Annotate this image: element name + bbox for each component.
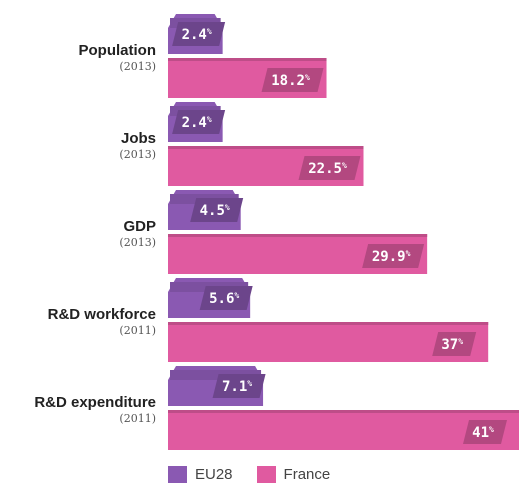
value-france-population-badge-shape: [261, 68, 324, 92]
value-eu28-population-badge-shape: [172, 22, 226, 46]
value-eu28-r-d-expenditure-badge: 7.1%: [212, 374, 266, 398]
legend-item-france: France: [256, 465, 331, 483]
category-year-r-d-expenditure: (2011): [119, 412, 156, 425]
bar-france-r-d-expenditure: [168, 410, 519, 450]
value-france-r-d-workforce-label: 37%: [441, 337, 463, 353]
bar-france-r-d-expenditure-edge: [168, 410, 519, 413]
value-france-r-d-expenditure-badge-shape: [463, 420, 507, 444]
category-year-r-d-workforce: (2011): [119, 324, 156, 337]
bar-france-population-edge: [168, 58, 327, 61]
value-eu28-r-d-expenditure-badge-shape: [212, 374, 266, 398]
value-eu28-r-d-expenditure-label: 7.1%: [222, 379, 252, 395]
category-year-jobs: (2013): [119, 148, 156, 161]
legend-swatch-eu28: [168, 465, 187, 483]
value-france-population-badge: 18.2%: [261, 68, 324, 92]
value-eu28-population-label: 2.4%: [182, 27, 212, 43]
bar-france-r-d-workforce-edge: [168, 322, 489, 325]
category-label-population: Population: [79, 42, 157, 59]
value-france-jobs-badge-shape: [298, 156, 361, 180]
value-eu28-r-d-workforce-badge: 5.6%: [199, 286, 253, 310]
category-label-r-d-expenditure: R&D expenditure: [34, 394, 156, 411]
value-eu28-population-badge: 2.4%: [172, 22, 226, 46]
value-eu28-jobs-badge-shape: [172, 110, 226, 134]
bar-france-gdp-edge: [168, 234, 428, 237]
value-eu28-gdp-label: 4.5%: [200, 203, 230, 219]
legend-item-eu28: EU28: [168, 465, 233, 483]
category-year-population: (2013): [119, 60, 156, 73]
category-label-r-d-workforce: R&D workforce: [48, 306, 156, 323]
value-eu28-gdp-badge-shape: [190, 198, 244, 222]
value-france-gdp-badge: 29.9%: [362, 244, 425, 268]
value-france-jobs-badge: 22.5%: [298, 156, 361, 180]
value-france-r-d-expenditure-badge: 41%: [463, 420, 507, 444]
value-eu28-r-d-workforce-label: 5.6%: [209, 291, 239, 307]
legend: EU28 France: [168, 465, 330, 483]
value-france-gdp-badge-shape: [362, 244, 425, 268]
value-france-gdp-label: 29.9%: [372, 249, 411, 265]
value-eu28-r-d-workforce-badge-shape: [199, 286, 253, 310]
legend-label-france: France: [283, 465, 331, 483]
value-eu28-jobs-badge: 2.4%: [172, 110, 226, 134]
category-label-jobs: Jobs: [121, 130, 156, 147]
category-label-gdp: GDP: [123, 218, 156, 235]
legend-swatch-france: [256, 465, 276, 483]
bar-eu28-r-d-expenditure-highlight: [170, 370, 262, 380]
value-france-r-d-workforce-badge: 37%: [432, 332, 477, 356]
value-eu28-jobs-label: 2.4%: [182, 115, 212, 131]
value-france-jobs-label: 22.5%: [308, 161, 347, 177]
value-eu28-gdp-badge: 4.5%: [190, 198, 244, 222]
category-year-gdp: (2013): [119, 236, 156, 249]
value-france-r-d-expenditure-label: 41%: [472, 425, 494, 441]
value-france-population-label: 18.2%: [271, 73, 310, 89]
value-france-r-d-workforce-badge-shape: [432, 332, 477, 356]
legend-label-eu28: EU28: [195, 465, 233, 483]
bar-france-jobs-edge: [168, 146, 364, 149]
